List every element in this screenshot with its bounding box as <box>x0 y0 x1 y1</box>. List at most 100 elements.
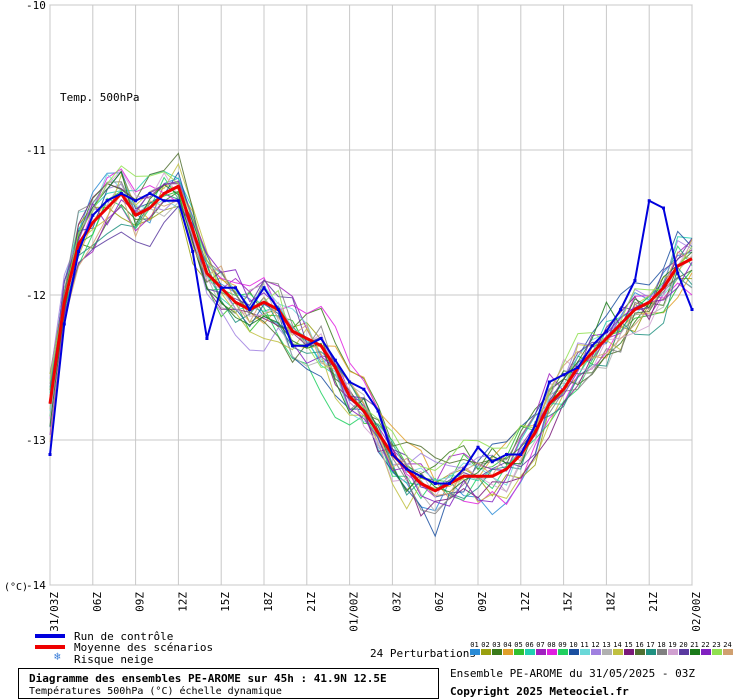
control-point-34 <box>533 424 537 427</box>
control-point-39 <box>604 329 608 333</box>
perturbation-number: 15 <box>624 641 633 649</box>
perturbation-color <box>612 649 623 655</box>
perturbation-number: 12 <box>591 641 600 649</box>
chart-grid <box>49 4 693 586</box>
perturbation-number: 20 <box>679 641 688 649</box>
perturbation-number: 11 <box>580 641 589 649</box>
perturbation-color <box>579 649 590 655</box>
perturbation-number: 06 <box>525 641 534 649</box>
chart-title: Diagramme des ensembles PE-AROME sur 45h… <box>29 672 387 685</box>
perturbation-number: 19 <box>668 641 677 649</box>
control-point-18 <box>305 344 309 348</box>
member-line-05 <box>49 190 693 483</box>
perturbation-number: 07 <box>536 641 545 649</box>
control-point-37 <box>576 366 580 369</box>
snow-legend-label: Risque neige <box>74 653 154 666</box>
perturbation-color <box>623 649 634 655</box>
control-point-40 <box>619 308 623 311</box>
perturbation-number: 01 <box>470 641 479 649</box>
perturbation-color <box>524 649 535 655</box>
snowflake-icon: ❄ <box>54 650 61 663</box>
perturbation-number: 14 <box>613 641 622 649</box>
perturbation-color <box>601 649 612 655</box>
y-tick-label-4: -14 <box>26 579 46 592</box>
member-line-19 <box>49 169 693 499</box>
x-tick-label-10: 09Z <box>476 592 489 612</box>
x-tick-label-12: 15Z <box>562 592 575 612</box>
perturbation-swatch-04: 04 <box>502 641 513 655</box>
perturbation-number: 02 <box>481 641 490 649</box>
control-point-10 <box>191 250 195 253</box>
member-line-24 <box>49 191 693 497</box>
perturbation-color <box>568 649 579 655</box>
x-tick-label-5: 18Z <box>262 592 275 612</box>
perturbation-swatch-09: 09 <box>557 641 568 655</box>
perturbation-color <box>711 649 722 655</box>
control-point-25 <box>405 467 409 471</box>
perturbation-number: 09 <box>558 641 567 649</box>
member-line-21 <box>49 170 693 493</box>
perturbation-color <box>689 649 700 655</box>
mean-legend-label: Moyenne des scénarios <box>74 641 214 654</box>
x-tick-label-7: 01/00Z <box>348 592 361 632</box>
ensemble-run-label: Ensemble PE-AROME du 31/05/2025 - 03Z <box>450 667 696 680</box>
x-tick-label-13: 18Z <box>604 592 617 612</box>
perturbation-number: 22 <box>701 641 710 649</box>
perturbation-number: 23 <box>712 641 721 649</box>
perturbations-label: 24 Perturbations <box>370 647 476 660</box>
x-tick-label-9: 06Z <box>433 592 446 612</box>
perturbation-color <box>656 649 667 655</box>
perturbation-color <box>557 649 568 655</box>
perturbation-number: 18 <box>657 641 666 649</box>
perturbation-swatch-05: 05 <box>513 641 524 655</box>
perturbation-color <box>513 649 524 655</box>
control-point-26 <box>419 474 423 478</box>
perturbation-swatch-23: 23 <box>711 641 722 655</box>
perturbation-swatch-16: 16 <box>634 641 645 655</box>
member-line-18 <box>49 181 693 515</box>
control-point-30 <box>476 445 480 449</box>
x-tick-label-14: 21Z <box>647 592 660 612</box>
control-point-11 <box>205 337 209 340</box>
control-point-42 <box>647 199 651 203</box>
y-tick-label-3: -13 <box>26 434 46 447</box>
perturbation-color <box>502 649 513 655</box>
control-point-3 <box>91 213 95 217</box>
y-tick-label-0: -10 <box>26 0 46 12</box>
control-point-44 <box>676 271 680 275</box>
perturbation-swatch-11: 11 <box>579 641 590 655</box>
perturbation-color <box>667 649 678 655</box>
x-tick-label-11: 12Z <box>519 592 532 612</box>
perturbation-swatch-17: 17 <box>645 641 656 655</box>
perturbation-color <box>678 649 689 655</box>
control-point-31 <box>490 460 494 464</box>
control-point-14 <box>248 308 252 311</box>
perturbation-number: 13 <box>602 641 611 649</box>
control-point-8 <box>162 199 166 203</box>
perturbation-color <box>590 649 601 655</box>
perturbation-number: 10 <box>569 641 578 649</box>
perturbation-number: 16 <box>635 641 644 649</box>
member-line-09 <box>49 176 693 501</box>
y-tick-label-2: -12 <box>26 289 46 302</box>
y-axis-unit: (°C) <box>4 582 28 593</box>
control-point-1 <box>62 322 66 326</box>
member-line-22 <box>49 180 693 507</box>
control-line <box>49 192 693 485</box>
perturbation-swatch-03: 03 <box>491 641 502 655</box>
perturbation-color <box>469 649 480 655</box>
x-tick-label-1: 06Z <box>91 592 104 612</box>
x-tick-label-2: 09Z <box>134 592 147 612</box>
control-point-33 <box>519 453 523 456</box>
control-point-22 <box>362 387 366 391</box>
perturbation-swatch-07: 07 <box>535 641 546 655</box>
perturbation-swatch-12: 12 <box>590 641 601 655</box>
control-point-27 <box>433 482 437 485</box>
member-line-14 <box>49 162 693 510</box>
x-tick-label-0: 31/03Z <box>48 592 61 632</box>
perturbation-swatch-18: 18 <box>656 641 667 655</box>
perturbation-color <box>480 649 491 655</box>
chart-title-box: Diagramme des ensembles PE-AROME sur 45h… <box>18 668 439 699</box>
perturbation-color <box>700 649 711 655</box>
